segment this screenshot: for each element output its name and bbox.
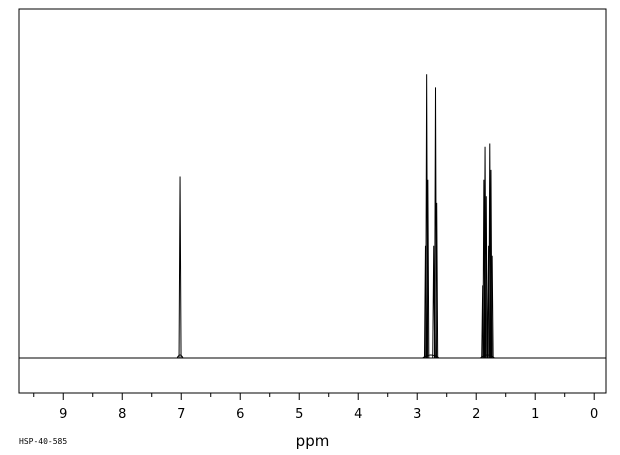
x-tick-label: 3	[413, 407, 421, 422]
spectrum-peak	[178, 176, 182, 359]
spectrum-code-label: HSP-40-585	[19, 437, 68, 446]
x-tick-label: 8	[118, 407, 126, 422]
x-tick-label: 2	[472, 407, 480, 422]
x-tick-label: 7	[177, 407, 185, 422]
x-tick-label: 5	[295, 407, 303, 422]
x-tick-label: 9	[59, 407, 67, 422]
spectrum-peak	[435, 202, 439, 359]
spectrum-peak	[490, 255, 494, 359]
x-tick-label: 1	[531, 407, 539, 422]
spectrum-peak	[426, 179, 430, 359]
spectrum-peak	[484, 196, 488, 359]
peak-shoulder	[176, 354, 184, 359]
plot-frame	[18, 8, 607, 394]
x-tick-label: 6	[236, 407, 244, 422]
x-tick-label: 4	[354, 407, 362, 422]
x-tick-label: 0	[590, 407, 598, 422]
x-axis-label: ppm	[296, 432, 330, 450]
